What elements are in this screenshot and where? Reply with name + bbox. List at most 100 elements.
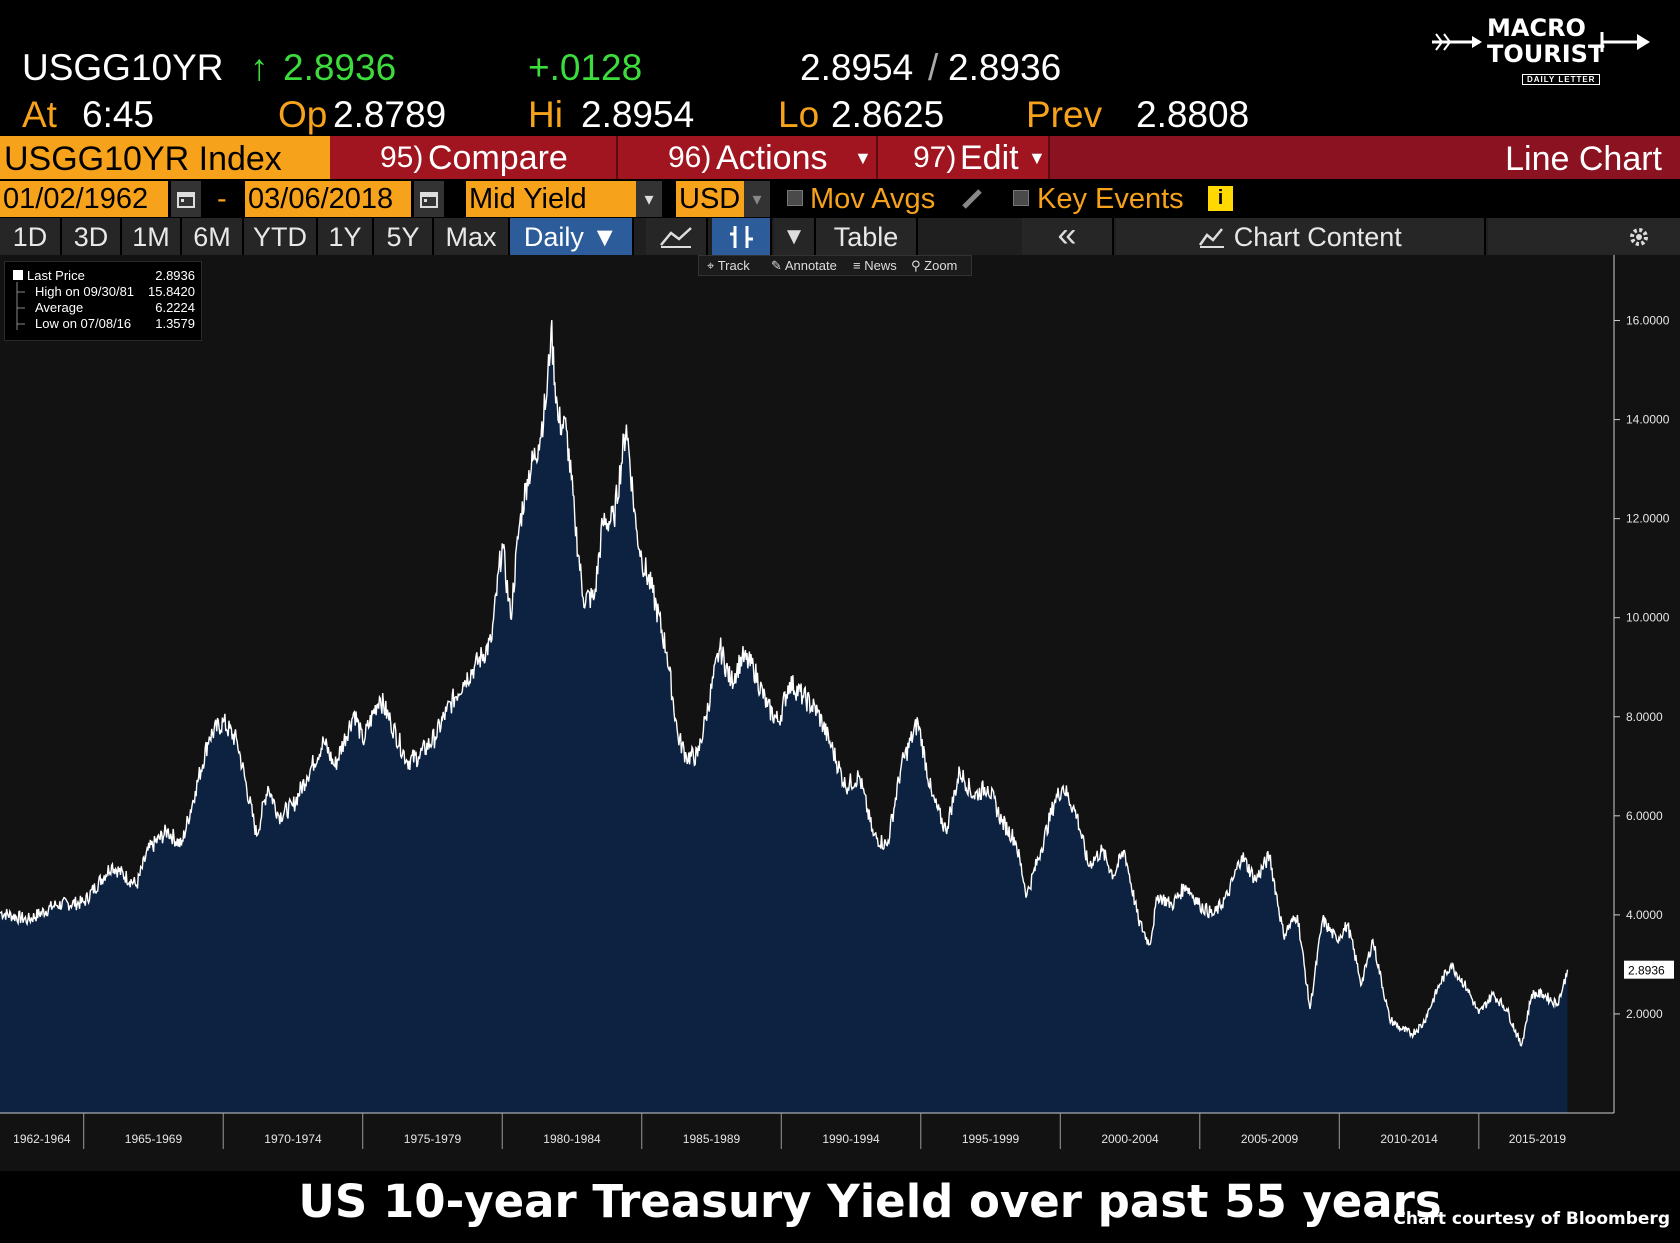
settings-gear-icon[interactable]	[1488, 218, 1680, 255]
tab-ytd[interactable]: YTD	[244, 218, 318, 255]
currency-selector[interactable]: USD	[676, 181, 744, 217]
line-chart-icon[interactable]	[646, 218, 708, 255]
tab-1y[interactable]: 1Y	[318, 218, 374, 255]
yield-area-chart[interactable]: 2.0000 4.0000 6.0000 8.0000 10.0000 12.0000 14…	[0, 255, 1680, 1171]
tab-1d[interactable]: 1D	[0, 218, 62, 255]
x-tick-label: 1962-1964	[13, 1132, 71, 1146]
logo-subtitle: DAILY LETTER	[1522, 74, 1601, 85]
y-tick-label: 6.0000	[1626, 809, 1663, 823]
chart-caption-title: US 10-year Treasury Yield over past 55 y…	[298, 1175, 1442, 1228]
mov-avgs-checkbox[interactable]	[787, 190, 803, 206]
tab-5y[interactable]: 5Y	[374, 218, 434, 255]
compare-number: 95)	[380, 141, 424, 174]
tab-3d[interactable]: 3D	[62, 218, 122, 255]
yield-series-line	[0, 320, 1569, 1047]
prev-value: 2.8808	[1136, 94, 1250, 135]
zoom-label: Zoom	[924, 258, 958, 273]
chart-content-label: Chart Content	[1233, 222, 1402, 252]
calendar-icon[interactable]	[414, 181, 444, 217]
command-bar: USGG10YR Index 95) Compare 96) Actions ▼…	[0, 136, 1680, 179]
actions-number: 96)	[668, 141, 712, 174]
legend-low-value: 1.3579	[155, 316, 195, 331]
bid-price: 2.8954	[800, 47, 914, 88]
edit-number: 97)	[913, 141, 957, 174]
legend-high-label: High on 09/30/81	[35, 284, 135, 299]
table-button[interactable]: Table	[816, 218, 918, 255]
date-range-dash: -	[217, 183, 227, 215]
chart-legend: Last Price 2.8936 High on 09/30/81 15.84…	[4, 261, 202, 341]
annotate-tool[interactable]: ✎ Annotate	[771, 257, 837, 275]
field-selector[interactable]: Mid Yield	[466, 181, 636, 217]
track-tool[interactable]: ⌖ Track	[707, 257, 750, 275]
tab-max[interactable]: Max	[434, 218, 510, 255]
y-tick-label: 12.0000	[1626, 512, 1670, 526]
x-tick-label: 2005-2009	[1241, 1132, 1299, 1146]
logo-line1: MACRO	[1487, 14, 1586, 42]
chart-content-icon	[1199, 228, 1225, 248]
x-tick-label: 2000-2004	[1101, 1132, 1159, 1146]
bid-ask-separator: /	[928, 47, 939, 88]
calendar-icon[interactable]	[171, 181, 201, 217]
x-tick-label: 2010-2014	[1380, 1132, 1438, 1146]
chart-content-button[interactable]: Chart Content	[1116, 218, 1486, 255]
legend-low-label: Low on 07/08/16	[35, 316, 132, 331]
y-tick-label: 8.0000	[1626, 710, 1663, 724]
ask-price: 2.8936	[948, 47, 1062, 88]
start-date-field[interactable]: 01/02/1962	[0, 181, 168, 217]
legend-average-value: 6.2224	[155, 300, 195, 315]
compare-label: Compare	[428, 139, 568, 177]
legend-last-price-value: 2.8936	[155, 268, 195, 283]
edit-button[interactable]: 97) Edit ▼	[878, 136, 1050, 179]
legend-tree-icon	[16, 282, 25, 330]
key-events-label: Key Events	[1037, 183, 1184, 215]
info-icon[interactable]: i	[1208, 186, 1233, 211]
crosshair-icon: ⌖	[707, 258, 715, 273]
track-label: Track	[717, 258, 750, 273]
compare-button[interactable]: 95) Compare	[330, 136, 618, 179]
quote-time: 6:45	[82, 94, 155, 135]
up-arrow-icon: ↑	[250, 47, 269, 88]
key-events-checkbox[interactable]	[1013, 190, 1029, 206]
edit-label: Edit	[960, 139, 1019, 177]
chart-area[interactable]: 2.0000 4.0000 6.0000 8.0000 10.0000 12.0000 14…	[0, 255, 1680, 1171]
arrow-icon	[1432, 32, 1650, 52]
macro-tourist-logo: MACRO TOURIST DAILY LETTER	[1432, 10, 1662, 90]
frequency-selector[interactable]: Daily ▼	[510, 218, 634, 255]
collapse-icon[interactable]: «	[1022, 218, 1114, 255]
tab-1m[interactable]: 1M	[122, 218, 182, 255]
mov-avgs-label: Mov Avgs	[810, 183, 936, 215]
y-tick-label: 14.0000	[1626, 413, 1670, 427]
caret-down-icon: ▼	[854, 148, 872, 168]
caption-bar: US 10-year Treasury Yield over past 55 y…	[0, 1171, 1680, 1243]
date-range-bar: 01/02/1962 - 03/06/2018 Mid Yield ▾ USD …	[0, 179, 1680, 218]
chart-style-dropdown-icon[interactable]: ▼	[774, 218, 816, 255]
security-field[interactable]: USGG10YR Index	[0, 136, 330, 179]
chart-credit: Chart courtesy of Bloomberg	[1393, 1209, 1670, 1229]
period-tabs: 1D 3D 1M 6M YTD 1Y 5Y Max Daily ▼ ▼ Tabl…	[0, 218, 1680, 255]
zoom-tool[interactable]: ⚲ Zoom	[911, 257, 957, 275]
tab-6m[interactable]: 6M	[182, 218, 244, 255]
pen-icon: ✎	[771, 258, 782, 273]
yield-area-fill	[0, 320, 1568, 1114]
low-label: Lo	[778, 94, 820, 135]
actions-button[interactable]: 96) Actions ▼	[618, 136, 878, 179]
legend-last-price-label: Last Price	[27, 268, 85, 283]
dropdown-caret-icon[interactable]: ▾	[744, 181, 770, 217]
chart-tools-bar: ⌖ Track ✎ Annotate ≡ News ⚲ Zoom	[698, 255, 972, 276]
magnifier-icon: ⚲	[911, 258, 921, 273]
x-tick-label: 2015-2019	[1509, 1132, 1567, 1146]
annotate-label: Annotate	[784, 258, 837, 273]
y-tick-label: 10.0000	[1626, 611, 1670, 625]
ticker-symbol: USGG10YR	[22, 47, 224, 88]
end-date-field[interactable]: 03/06/2018	[245, 181, 411, 217]
dropdown-caret-icon[interactable]: ▾	[636, 181, 662, 217]
y-tick-label: 16.0000	[1626, 314, 1670, 328]
actions-label: Actions	[716, 139, 828, 177]
news-tool[interactable]: ≡ News	[853, 257, 897, 275]
time-label: At	[22, 94, 57, 135]
pencil-icon[interactable]	[958, 185, 986, 213]
legend-last-price: Last Price	[13, 268, 85, 283]
legend-high-value: 15.8420	[148, 284, 195, 299]
open-label: Op	[278, 94, 328, 135]
candlestick-icon[interactable]	[712, 218, 772, 255]
